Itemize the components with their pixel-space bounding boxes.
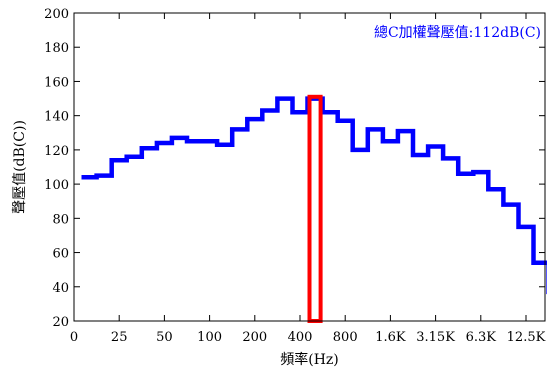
y-tick-label: 180 [44, 41, 69, 56]
y-tick-label: 140 [44, 110, 69, 125]
y-tick-label: 80 [52, 212, 69, 227]
y-tick-label: 60 [52, 247, 69, 262]
y-tick-label: 20 [52, 315, 69, 330]
y-tick-label: 40 [52, 281, 69, 296]
plot-area [81, 94, 547, 323]
total-c-weighted-annotation: 總C加權聲壓值:112dB(C) [374, 24, 541, 41]
y-tick-label: 100 [44, 178, 69, 193]
x-tick-label: 1.6K [375, 330, 406, 345]
x-tick-label: 25 [111, 330, 128, 345]
x-tick-label: 800 [333, 330, 358, 345]
x-tick-label: 100 [197, 330, 222, 345]
x-tick-label: 0 [70, 330, 78, 345]
y-tick-label: 120 [44, 144, 69, 159]
x-tick-label: 12.5K [507, 330, 546, 345]
x-tick-label: 6.3K [466, 330, 497, 345]
highlight-band [307, 94, 323, 323]
y-tick-label: 160 [44, 75, 69, 90]
x-tick-label: 50 [156, 330, 173, 345]
x-tick-label: 200 [242, 330, 267, 345]
series-line-0 [81, 96, 547, 295]
plot-frame [73, 12, 546, 322]
y-axis-label: 聲壓值(dB(C)) [11, 120, 28, 214]
x-axis-label: 頻率(Hz) [280, 351, 339, 368]
x-tick-label: 3.15K [416, 330, 455, 345]
y-tick-label: 200 [44, 7, 69, 22]
x-tick-label: 400 [288, 330, 313, 345]
axes: 20 40 60 80 100 120 140 160 180 200 0 25 50 100 200 400… [44, 7, 546, 345]
